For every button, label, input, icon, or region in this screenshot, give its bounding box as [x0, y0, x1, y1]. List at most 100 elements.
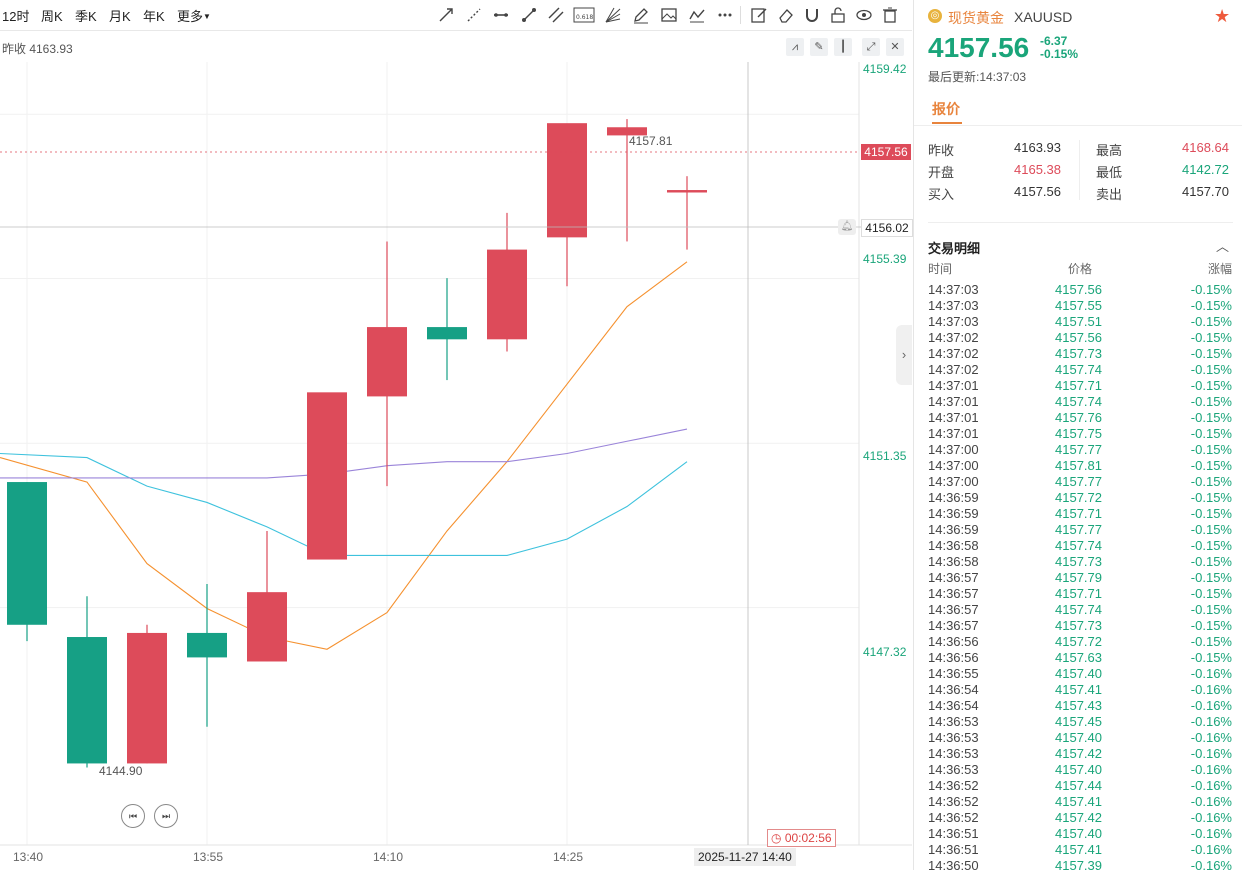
edit-icon[interactable]	[750, 6, 768, 24]
high-value: 4168.64	[1182, 140, 1229, 155]
collapse-panel-handle[interactable]: ›	[896, 325, 912, 385]
period-more-dropdown[interactable]: 更多▼	[177, 6, 211, 25]
trade-price: 4157.71	[1055, 378, 1102, 393]
trade-time: 14:36:53	[928, 714, 979, 729]
eye-icon[interactable]	[855, 6, 873, 24]
expand-icon[interactable]: ⤢	[862, 38, 880, 56]
trade-price: 4157.44	[1055, 778, 1102, 793]
image-icon[interactable]	[660, 6, 678, 24]
candle-body[interactable]	[7, 482, 47, 625]
trade-row: 14:36:56 4157.63 -0.15%	[914, 650, 1242, 666]
close-icon[interactable]: ✕	[886, 38, 904, 56]
trade-row: 14:37:01 4157.76 -0.15%	[914, 410, 1242, 426]
tab-quote[interactable]: 报价	[932, 101, 960, 117]
trade-price: 4157.73	[1055, 554, 1102, 569]
candle-body[interactable]	[247, 592, 287, 662]
forward-button[interactable]: ⏭︎	[154, 804, 178, 828]
collapse-chevron-icon[interactable]: ︿	[1216, 239, 1230, 254]
period-month[interactable]: 月K	[109, 9, 131, 24]
candle-body[interactable]	[547, 123, 587, 238]
high-marker: 4157.81	[629, 134, 673, 148]
trade-row: 14:36:52 4157.42 -0.16%	[914, 810, 1242, 826]
trade-price: 4157.41	[1055, 842, 1102, 857]
candle-body[interactable]	[187, 632, 227, 658]
ask-value: 4157.70	[1182, 184, 1229, 199]
price-tick: 4155.39	[863, 252, 907, 266]
period-year[interactable]: 年K	[143, 9, 165, 24]
line-icon[interactable]	[437, 6, 455, 24]
trade-price: 4157.56	[1055, 330, 1102, 345]
more-dots-icon[interactable]	[716, 6, 734, 24]
last-updated: 最后更新:14:37:03	[928, 70, 1027, 84]
trade-change: -0.15%	[1190, 538, 1232, 553]
trade-change: -0.16%	[1190, 698, 1232, 713]
crosshair-time-tag: 2025-11-27 14:40	[694, 848, 796, 866]
segment-icon[interactable]	[520, 6, 538, 24]
trade-change: -0.15%	[1190, 586, 1232, 601]
candle-body[interactable]	[667, 190, 707, 193]
candle-body[interactable]	[427, 327, 467, 340]
trade-time: 14:36:58	[928, 554, 979, 569]
trades-list[interactable]: 14:37:03 4157.56 -0.15% 14:37:03 4157.55 -0.1…	[914, 282, 1242, 870]
alert-bell-icon[interactable]: 🔔︎	[838, 219, 856, 235]
ma-line-3	[0, 428, 688, 479]
trade-change: -0.16%	[1190, 810, 1232, 825]
ask-title: 卖出	[1096, 187, 1123, 202]
trade-price: 4157.72	[1055, 634, 1102, 649]
trade-price: 4157.40	[1055, 730, 1102, 745]
wave-icon[interactable]	[688, 6, 706, 24]
high-title: 最高	[1096, 143, 1123, 158]
draw-icon[interactable]: ✎	[810, 38, 828, 56]
pen-icon[interactable]	[632, 6, 650, 24]
trade-change: -0.15%	[1190, 618, 1232, 633]
horizontal-line-icon[interactable]	[492, 6, 510, 24]
trade-price: 4157.81	[1055, 458, 1102, 473]
trade-time: 14:36:51	[928, 842, 979, 857]
caret-down-icon: ▼	[203, 12, 211, 21]
trade-row: 14:37:00 4157.77 -0.15%	[914, 442, 1242, 458]
indicator-icon[interactable]: ⩘	[786, 38, 804, 56]
candle-body[interactable]	[67, 637, 107, 764]
trade-row: 14:37:02 4157.74 -0.15%	[914, 362, 1242, 378]
price-tick: 4147.32	[863, 645, 907, 659]
trade-row: 14:36:59 4157.72 -0.15%	[914, 490, 1242, 506]
prev-close-value: 4163.93	[1014, 140, 1061, 155]
price-tick: 4159.42	[863, 62, 907, 76]
trade-price: 4157.77	[1055, 474, 1102, 489]
favorite-star-icon[interactable]: ★	[1214, 6, 1231, 26]
chart-toolbar: 12时 周K 季K 月K 年K 更多▼ 0.618	[0, 0, 912, 31]
ray-icon[interactable]	[465, 6, 483, 24]
parallel-icon[interactable]	[547, 6, 565, 24]
candle-body[interactable]	[307, 392, 347, 560]
trade-price: 4157.43	[1055, 698, 1102, 713]
eraser-icon[interactable]	[777, 6, 795, 24]
trade-change: -0.15%	[1190, 378, 1232, 393]
trade-change: -0.16%	[1190, 682, 1232, 697]
trades-header-time: 时间	[928, 262, 953, 276]
trash-icon[interactable]	[881, 6, 899, 24]
trade-price: 4157.76	[1055, 410, 1102, 425]
magnet-icon[interactable]	[803, 6, 821, 24]
trade-time: 14:37:00	[928, 442, 979, 457]
candles[interactable]	[7, 119, 707, 768]
open-value: 4165.38	[1014, 162, 1061, 177]
period-12h[interactable]: 12时	[2, 9, 30, 24]
candle-body[interactable]	[487, 249, 527, 340]
fibonacci-icon[interactable]: 0.618	[573, 6, 595, 24]
lock-icon[interactable]	[829, 6, 847, 24]
trade-row: 14:36:53 4157.45 -0.16%	[914, 714, 1242, 730]
ma-line-1	[0, 261, 688, 650]
trade-change: -0.16%	[1190, 778, 1232, 793]
period-season[interactable]: 季K	[75, 9, 97, 24]
candle-body[interactable]	[367, 327, 407, 397]
trade-price: 4157.39	[1055, 858, 1102, 870]
rewind-button[interactable]: ⏮︎	[121, 804, 145, 828]
candle-type-icon[interactable]: ┃	[834, 38, 852, 56]
trade-row: 14:36:53 4157.42 -0.16%	[914, 746, 1242, 762]
chart-area[interactable]: 昨收 4163.93 ⩘ ✎ ┃ ⤢ ✕	[0, 31, 912, 870]
fan-icon[interactable]	[604, 6, 622, 24]
period-week[interactable]: 周K	[41, 9, 63, 24]
trade-time: 14:37:03	[928, 282, 979, 297]
candle-body[interactable]	[607, 127, 647, 136]
candle-body[interactable]	[127, 632, 167, 764]
